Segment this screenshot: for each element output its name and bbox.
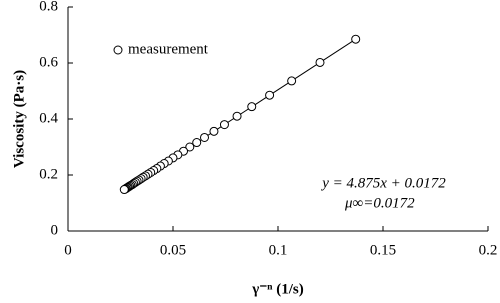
legend-marker [113, 45, 123, 55]
data-point [232, 111, 242, 121]
data-point [119, 185, 129, 195]
data-point [200, 132, 209, 142]
y-tick-label: 0.6 [39, 54, 58, 70]
data-point [185, 142, 195, 152]
data-point [315, 57, 325, 67]
y-tick-label: 0 [51, 222, 59, 238]
y-tick-label: 0.8 [39, 0, 58, 14]
y-tick-label: 0.2 [39, 166, 58, 182]
legend-label: measurement [128, 41, 209, 57]
data-point [287, 76, 297, 86]
data-point [192, 138, 202, 148]
y-axis-label: Viscosity (Pa·s) [11, 70, 27, 168]
fit-equation: y = 4.875x + 0.0172 [320, 175, 446, 191]
data-point [219, 120, 229, 130]
data-point [265, 90, 275, 100]
x-axis-label: γ⁻ⁿ (1/s) [251, 281, 303, 297]
data-point [351, 34, 361, 44]
data-point [209, 126, 219, 136]
data-point [247, 102, 257, 112]
x-tick-label: 0.05 [160, 242, 186, 258]
x-tick-label: 0.1 [269, 242, 288, 258]
y-tick-label: 0.4 [39, 110, 58, 126]
x-tick-label: 0.15 [370, 242, 396, 258]
mu-annotation: μ∞=0.0172 [344, 195, 415, 211]
x-tick-label: 0.2 [479, 242, 498, 258]
x-tick-label: 0 [64, 242, 72, 258]
